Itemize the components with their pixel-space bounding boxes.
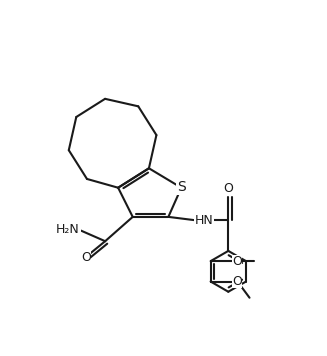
- Text: HN: HN: [194, 214, 213, 227]
- Text: O: O: [232, 275, 242, 288]
- Text: O: O: [232, 255, 242, 268]
- Text: O: O: [223, 182, 233, 195]
- Text: S: S: [178, 180, 186, 194]
- Text: O: O: [81, 251, 91, 264]
- Text: H₂N: H₂N: [56, 223, 80, 236]
